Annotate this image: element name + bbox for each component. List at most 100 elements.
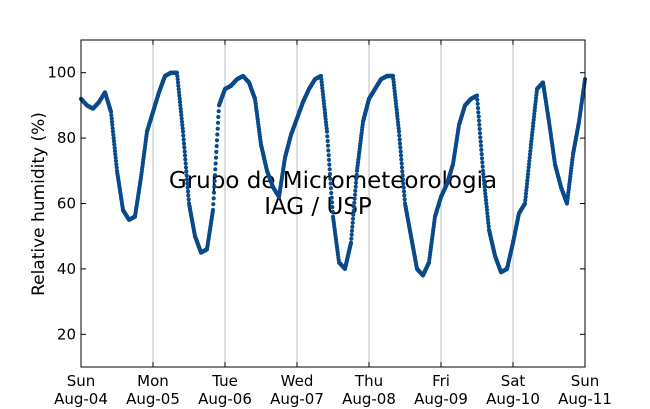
x-tick-label-day: Fri — [432, 372, 450, 390]
data-point — [478, 143, 484, 148]
x-tick-label-date: Aug-04 — [54, 390, 108, 408]
data-point — [526, 168, 531, 173]
data-point — [319, 83, 325, 88]
data-point — [527, 152, 533, 157]
data-point — [396, 129, 402, 134]
data-point — [212, 178, 217, 184]
data-point — [477, 122, 482, 127]
data-point — [111, 136, 116, 141]
data-point — [213, 167, 218, 172]
data-point — [186, 197, 191, 202]
data-point — [329, 190, 334, 196]
data-point — [321, 101, 327, 106]
data-point — [484, 201, 489, 206]
data-point — [527, 155, 532, 160]
data-point — [524, 188, 529, 193]
data-point — [184, 177, 190, 182]
data-point — [354, 176, 359, 181]
data-point — [353, 184, 358, 189]
data-point — [179, 119, 185, 124]
x-tick-label-day: Wed — [281, 372, 314, 390]
data-point — [179, 113, 184, 118]
data-point — [524, 181, 530, 186]
data-point — [182, 153, 188, 158]
data-point — [525, 178, 530, 183]
data-point — [212, 184, 217, 189]
data-point — [185, 189, 191, 194]
data-point — [178, 103, 183, 108]
data-point — [397, 133, 402, 138]
y-tick-label: 80 — [57, 129, 76, 147]
data-point — [114, 165, 119, 170]
data-point — [324, 123, 329, 128]
data-point — [211, 202, 216, 207]
data-point — [214, 149, 219, 154]
data-point — [330, 209, 335, 214]
y-tick-label: 40 — [57, 260, 76, 278]
data-point — [354, 172, 359, 177]
data-point — [526, 162, 532, 167]
data-point — [530, 130, 535, 135]
x-tick-label-day: Sun — [571, 372, 600, 390]
data-point — [114, 162, 119, 167]
x-tick-label-date: Aug-09 — [414, 390, 468, 408]
data-point — [182, 145, 187, 150]
data-point — [328, 181, 333, 186]
data-point — [391, 80, 396, 85]
data-point — [184, 173, 189, 178]
data-point — [214, 144, 219, 149]
data-point — [532, 111, 537, 116]
data-point — [330, 205, 335, 210]
data-point — [352, 192, 358, 197]
x-tick-label-day: Mon — [137, 372, 169, 390]
data-point — [528, 149, 533, 154]
data-point — [329, 200, 335, 205]
data-point — [401, 189, 407, 194]
data-point — [185, 181, 190, 186]
y-axis-title: Relative humidity (%) — [29, 112, 49, 296]
data-point — [480, 160, 485, 165]
x-tick-label-day: Thu — [354, 372, 383, 390]
data-point — [485, 211, 490, 216]
x-tick-label-date: Aug-11 — [558, 390, 612, 408]
data-point — [475, 97, 480, 102]
data-point — [325, 134, 330, 139]
data-point — [177, 93, 182, 98]
data-point — [112, 142, 117, 147]
x-tick-label-day: Tue — [211, 372, 238, 390]
data-point — [327, 162, 332, 167]
data-point — [349, 228, 355, 233]
data-point — [485, 217, 491, 222]
data-point — [401, 185, 406, 190]
data-point — [351, 212, 356, 217]
x-tick-label-day: Sun — [67, 372, 96, 390]
data-point — [532, 105, 538, 110]
data-point — [112, 149, 118, 154]
data-point — [396, 123, 401, 128]
data-point — [320, 86, 325, 91]
data-point — [390, 73, 396, 79]
data-point — [531, 117, 536, 122]
data-point — [486, 224, 491, 229]
data-point — [475, 106, 481, 111]
data-point — [479, 152, 484, 157]
data-point — [180, 129, 186, 134]
data-point — [534, 93, 539, 98]
data-point — [112, 145, 117, 150]
data-point — [215, 132, 220, 137]
x-tick-label-day: Sat — [501, 372, 526, 390]
data-point — [329, 195, 334, 200]
data-point — [533, 96, 539, 101]
data-point — [180, 126, 185, 131]
data-point — [391, 83, 397, 88]
data-point — [183, 165, 189, 170]
data-point — [175, 73, 180, 79]
data-point — [476, 110, 481, 115]
data-point — [522, 201, 528, 206]
data-point — [351, 204, 357, 209]
data-point — [486, 221, 491, 226]
data-point — [325, 143, 331, 148]
y-tick-label: 100 — [47, 64, 76, 82]
data-point — [399, 165, 405, 170]
data-point — [477, 131, 483, 136]
